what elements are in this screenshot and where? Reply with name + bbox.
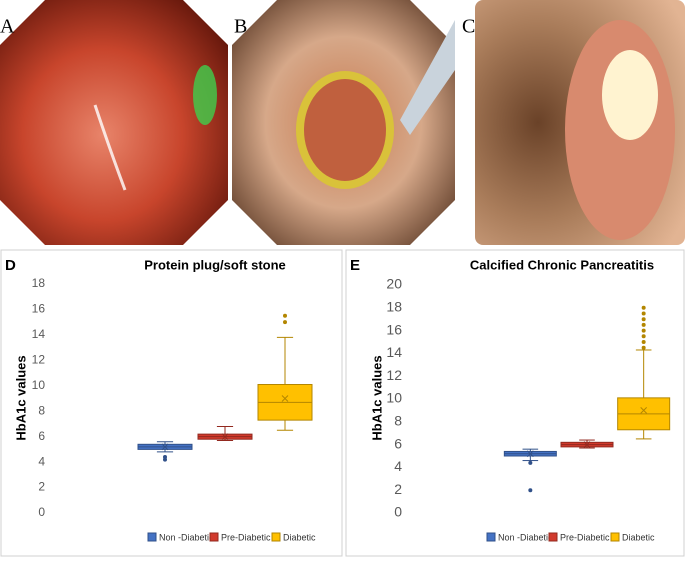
y-tick-label: 10	[32, 378, 46, 392]
y-tick-label: 6	[38, 429, 45, 443]
y-tick-label: 18	[32, 276, 46, 290]
y-tick-label: 2	[38, 480, 45, 494]
y-tick-label: 2	[394, 481, 402, 497]
outlier	[528, 488, 533, 493]
chart-border	[345, 249, 685, 557]
panel-label: B	[234, 16, 247, 38]
legend-label: Diabetic	[622, 532, 655, 542]
y-tick-label: 14	[32, 327, 46, 341]
y-tick-label: 0	[394, 504, 402, 520]
y-tick-label: 20	[386, 276, 402, 292]
outlier	[641, 328, 646, 333]
outlier	[641, 340, 646, 344]
y-axis-label: HbA1c values	[13, 355, 28, 440]
legend-label: Pre-Diabetic	[221, 532, 271, 542]
chart-border	[0, 249, 343, 557]
panel-label: C	[462, 16, 475, 38]
y-tick-label: 8	[38, 403, 45, 417]
mean-marker	[221, 433, 229, 441]
mean-marker	[583, 441, 591, 448]
y-tick-label: 12	[32, 353, 46, 367]
outlier	[641, 305, 646, 310]
outlier	[283, 320, 287, 325]
y-tick-label: 0	[38, 505, 45, 519]
legend-label: Diabetic	[283, 532, 316, 542]
panel-label: A	[0, 16, 15, 38]
legend-label: Non -Diabetic	[159, 532, 214, 542]
legend-label: Non -Diabetic	[498, 532, 553, 542]
legend-swatch	[209, 532, 219, 542]
outlier	[163, 455, 167, 460]
panel-label: D	[5, 257, 16, 274]
y-tick-label: 10	[386, 390, 402, 406]
outlier	[641, 311, 646, 316]
y-tick-label: 14	[386, 344, 402, 360]
y-tick-label: 8	[394, 413, 402, 429]
mean-marker	[161, 443, 169, 451]
outlier	[641, 334, 646, 339]
stone	[602, 50, 658, 140]
y-tick-label: 16	[32, 302, 46, 316]
mean-marker	[281, 395, 289, 402]
outlier	[641, 322, 646, 327]
image-a	[0, 0, 228, 245]
outlier	[641, 345, 646, 350]
legend-swatch	[548, 532, 558, 542]
papilla	[296, 71, 394, 189]
instrument	[400, 20, 455, 135]
y-tick-label: 6	[394, 435, 402, 451]
outlier	[641, 317, 646, 322]
instrument	[193, 65, 217, 125]
panel-label: E	[350, 257, 360, 274]
mean-marker	[526, 450, 534, 458]
outlier	[283, 313, 287, 318]
legend-label: Pre-Diabetic	[560, 532, 610, 542]
y-tick-label: 12	[386, 367, 402, 383]
chart-title: Calcified Chronic Pancreatitis	[470, 257, 654, 272]
legend-swatch	[610, 532, 620, 542]
endoscopy-images: A B C	[0, 0, 685, 245]
chart-title: Protein plug/soft stone	[144, 257, 286, 272]
y-axis-label: HbA1c values	[369, 355, 384, 440]
y-tick-label: 16	[386, 321, 402, 337]
y-tick-label: 4	[394, 458, 402, 474]
y-tick-label: 4	[38, 454, 45, 468]
legend-swatch	[486, 532, 496, 542]
mean-marker	[640, 407, 648, 414]
outlier	[528, 460, 533, 465]
y-tick-label: 18	[386, 299, 402, 315]
legend-swatch	[271, 532, 281, 542]
legend-swatch	[147, 532, 157, 542]
